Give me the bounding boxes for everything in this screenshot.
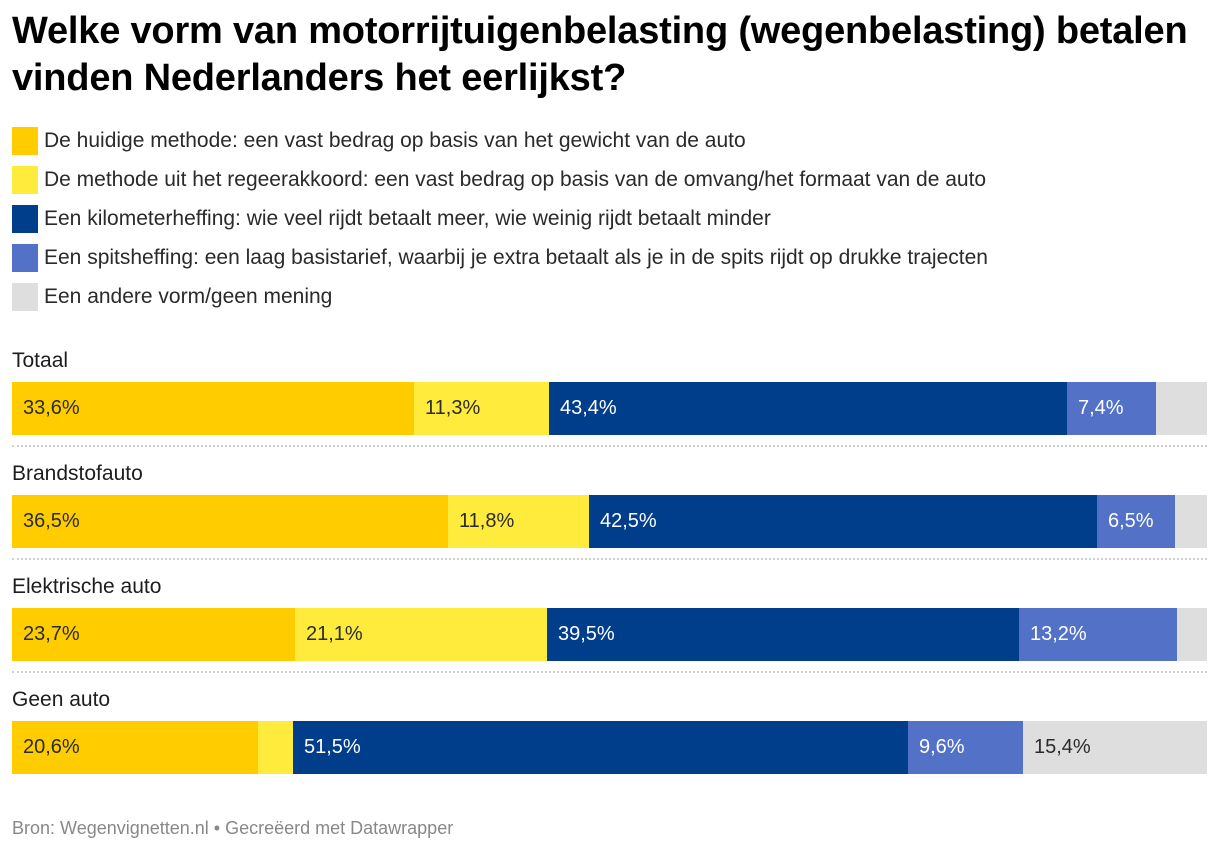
legend-label-spits: Een spitsheffing: een laag basistarief, … xyxy=(44,246,988,269)
bar-segment-huidig: 20,6% xyxy=(12,721,258,774)
stacked-bar: 36,5% 11,8% 42,5% 6,5% xyxy=(12,495,1207,548)
bar-segment-anders xyxy=(1156,382,1207,435)
legend-label-regeerakkoord: De methode uit het regeerakkoord: een va… xyxy=(44,168,987,191)
bar-segment-regeerakkoord xyxy=(258,721,293,774)
bar-segment-anders: 15,4% xyxy=(1023,721,1207,774)
data-label: 7,4% xyxy=(1078,397,1124,419)
data-label: 20,6% xyxy=(23,736,80,758)
data-label: 51,5% xyxy=(304,736,361,758)
row-divider xyxy=(12,558,1207,560)
bar-segment-km: 43,4% xyxy=(549,382,1067,435)
stacked-bar: 20,6% 51,5% 9,6% 15,4% xyxy=(12,721,1207,774)
data-label: 6,5% xyxy=(1108,510,1154,532)
category-label: Geen auto xyxy=(12,688,111,711)
bar-segment-regeerakkoord: 21,1% xyxy=(295,608,547,661)
category-label: Brandstofauto xyxy=(12,462,143,485)
bar-segment-regeerakkoord: 11,8% xyxy=(448,495,589,548)
bar-segment-huidig: 33,6% xyxy=(12,382,414,435)
data-label: 21,1% xyxy=(306,623,363,645)
data-label: 39,5% xyxy=(558,623,615,645)
bar-segment-anders xyxy=(1177,608,1207,661)
legend-label-km: Een kilometerheffing: wie veel rijdt bet… xyxy=(44,207,771,230)
category-label: Totaal xyxy=(12,349,69,372)
bar-segment-regeerakkoord: 11,3% xyxy=(414,382,549,435)
bar-segment-anders xyxy=(1175,495,1207,548)
legend-swatch-km xyxy=(12,205,38,233)
legend-label-anders: Een andere vorm/geen mening xyxy=(44,285,333,308)
row-divider xyxy=(12,671,1207,673)
category-label: Elektrische auto xyxy=(12,575,162,598)
bar-row: Totaal 33,6% 11,3% 43,4% 7,4% xyxy=(12,340,1207,452)
bar-row: Geen auto 20,6% 51,5% 9,6% 15,4% xyxy=(12,679,1207,791)
bar-segment-huidig: 36,5% xyxy=(12,495,448,548)
bar-segment-spits: 6,5% xyxy=(1097,495,1175,548)
bar-segment-km: 39,5% xyxy=(547,608,1019,661)
data-label: 13,2% xyxy=(1030,623,1087,645)
bar-segment-huidig: 23,7% xyxy=(12,608,295,661)
data-label: 9,6% xyxy=(919,736,965,758)
bar-row: Elektrische auto 23,7% 21,1% 39,5% 13,2% xyxy=(12,566,1207,678)
data-label: 23,7% xyxy=(23,623,80,645)
legend-swatch-spits xyxy=(12,244,38,272)
data-label: 11,3% xyxy=(425,397,481,419)
bar-segment-spits: 9,6% xyxy=(908,721,1023,774)
legend-swatch-anders xyxy=(12,283,38,311)
data-label: 42,5% xyxy=(600,510,657,532)
row-divider xyxy=(12,445,1207,447)
chart-title: Welke vorm van motorrijtuigenbelasting (… xyxy=(12,10,1188,99)
bar-segment-km: 42,5% xyxy=(589,495,1097,548)
stacked-bar: 33,6% 11,3% 43,4% 7,4% xyxy=(12,382,1207,435)
legend-swatch-regeerakkoord xyxy=(12,166,38,194)
legend-swatch-huidig xyxy=(12,127,38,155)
data-label: 11,8% xyxy=(459,510,515,532)
source-note: Bron: Wegenvignetten.nl • Gecreëerd met … xyxy=(12,818,454,838)
bar-segment-spits: 7,4% xyxy=(1067,382,1156,435)
data-label: 33,6% xyxy=(23,397,80,419)
data-label: 36,5% xyxy=(23,510,80,532)
bar-row: Brandstofauto 36,5% 11,8% 42,5% 6,5% xyxy=(12,453,1207,565)
legend-label-huidig: De huidige methode: een vast bedrag op b… xyxy=(44,129,746,152)
data-label: 15,4% xyxy=(1034,736,1091,758)
bar-segment-km: 51,5% xyxy=(293,721,908,774)
stacked-bar: 23,7% 21,1% 39,5% 13,2% xyxy=(12,608,1207,661)
data-label: 43,4% xyxy=(560,397,617,419)
bar-segment-spits: 13,2% xyxy=(1019,608,1177,661)
